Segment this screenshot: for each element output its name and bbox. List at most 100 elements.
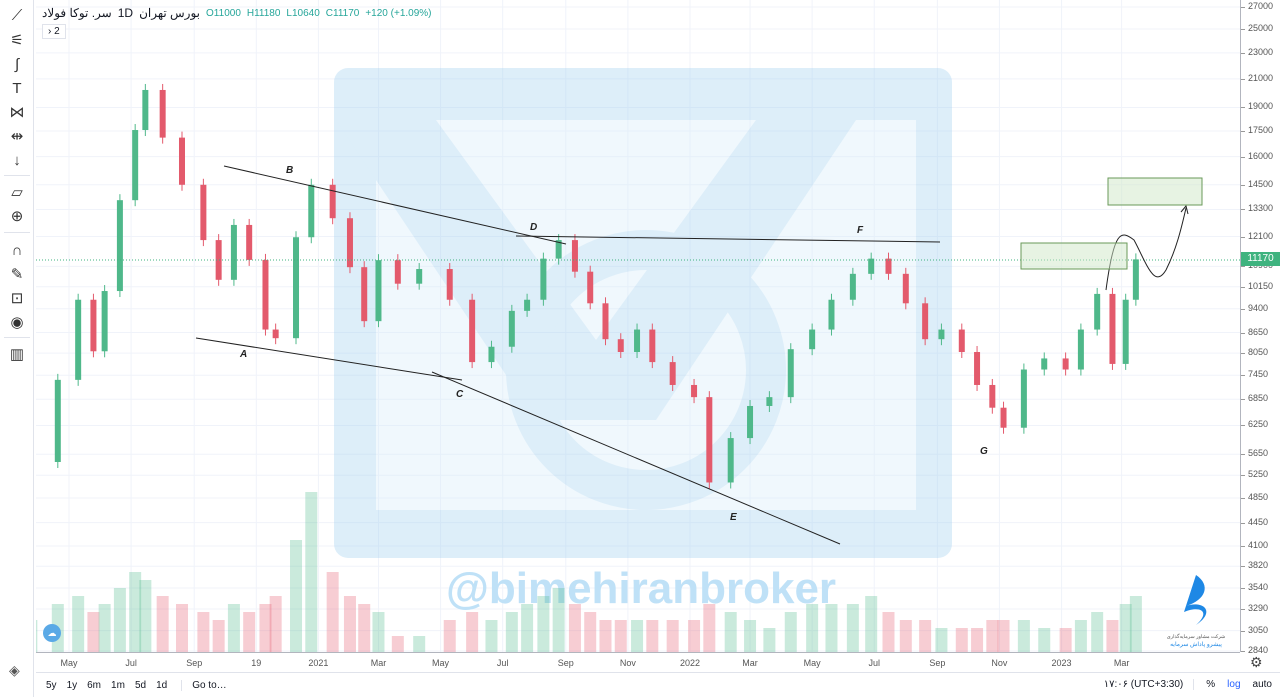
prediction-icon[interactable]: ⇹: [10, 128, 24, 145]
eye-icon[interactable]: ◉: [10, 314, 24, 331]
candle: [142, 89, 149, 131]
volume-bar: [568, 604, 581, 652]
ruler-icon[interactable]: ▱: [11, 184, 23, 201]
price-tick: 2840: [1240, 645, 1269, 655]
candle: [178, 137, 185, 185]
cloud-icon[interactable]: ☁: [43, 624, 61, 642]
percent-toggle[interactable]: %: [1206, 679, 1216, 690]
symbol-legend: سر. توکا فولاد 1D بورس تهران O11000 H111…: [42, 6, 432, 20]
label-c: C: [456, 389, 464, 400]
range-1m[interactable]: 1m: [111, 679, 125, 691]
candle: [706, 397, 713, 483]
trend-line-b-d: [223, 165, 567, 245]
trend-line-icon[interactable]: ⟋: [11, 7, 23, 24]
goto-button[interactable]: Go to…: [181, 679, 227, 691]
log-toggle[interactable]: log: [1227, 679, 1241, 690]
range-1d[interactable]: 1d: [156, 679, 168, 691]
candle: [809, 329, 816, 350]
volume-bar: [688, 620, 701, 652]
lock-drawing-icon[interactable]: ✎: [10, 266, 24, 283]
interval[interactable]: 1D: [117, 6, 134, 20]
price-series: [54, 83, 1139, 489]
candle: [394, 260, 401, 284]
volume-bar: [72, 596, 85, 652]
zone-box-target[interactable]: [1107, 177, 1203, 206]
candle: [1132, 259, 1139, 300]
candle: [974, 351, 981, 385]
symbol-name[interactable]: سر. توکا فولاد: [42, 6, 112, 20]
clock[interactable]: ۱۷:۰۶ (UTC+3:30): [1104, 679, 1195, 690]
volume-bar: [466, 612, 479, 652]
zone-box-current[interactable]: [1020, 242, 1128, 270]
candle: [1109, 293, 1116, 364]
close-value: C11170: [325, 7, 360, 19]
range-5y[interactable]: 5y: [46, 679, 57, 691]
volume-bar: [227, 604, 240, 652]
volume-bar: [882, 612, 895, 652]
candle: [293, 237, 300, 339]
label-e: E: [730, 512, 737, 523]
candle: [1041, 358, 1048, 370]
candle: [849, 273, 856, 300]
candle: [766, 397, 773, 406]
indicators-collapse-button[interactable]: › 2: [42, 24, 66, 39]
label-d: D: [530, 222, 537, 233]
candle: [922, 303, 929, 340]
candle: [159, 89, 166, 138]
lock-icon[interactable]: ⊡: [10, 290, 24, 307]
time-tick: Mar: [370, 658, 387, 668]
price-tick: 23000: [1240, 46, 1274, 57]
chart-pane[interactable]: @bimehiranbroker A B C D E F G شرکت مشاو…: [36, 0, 1240, 652]
volume-bar: [955, 628, 968, 652]
auto-toggle[interactable]: auto: [1252, 679, 1272, 690]
range-5d[interactable]: 5d: [134, 679, 147, 691]
candle: [215, 240, 222, 280]
label-a: A: [239, 349, 247, 360]
last-price-label: 11170: [1241, 252, 1280, 266]
brush-icon[interactable]: ∫: [14, 56, 20, 73]
price-tick: 14500: [1240, 178, 1274, 189]
trash-icon[interactable]: ▥: [9, 346, 25, 363]
range-1y[interactable]: 1y: [66, 679, 78, 691]
volume-bar: [505, 612, 518, 652]
volume-bar: [599, 620, 612, 652]
candle: [446, 269, 453, 300]
price-tick: 3820: [1240, 560, 1269, 571]
candle: [375, 260, 382, 322]
settings-gear-icon[interactable]: ⚙: [1250, 654, 1263, 670]
arrow-down-icon[interactable]: ↓: [13, 152, 21, 169]
fib-icon[interactable]: ⚟: [10, 32, 24, 49]
open-value: O11000: [206, 7, 241, 19]
volume-bar: [631, 620, 644, 652]
candle: [488, 346, 495, 363]
candle: [617, 339, 624, 352]
candle: [361, 267, 368, 322]
svg-text:پیشرو پاداش سرمایه: پیشرو پاداش سرمایه: [1170, 641, 1222, 648]
volume-bar: [1091, 612, 1104, 652]
layers-icon[interactable]: ◈: [9, 662, 20, 678]
pattern-icon[interactable]: ⋈: [9, 104, 25, 121]
volume-bar: [1017, 620, 1030, 652]
label-f: F: [857, 225, 864, 236]
time-axis[interactable]: May Jul Sep 19 2021 Mar May Jul Sep Nov 2022 Mar May…: [36, 652, 1240, 672]
time-tick: 2022: [679, 658, 700, 668]
candle: [75, 299, 82, 380]
text-icon[interactable]: T: [12, 80, 22, 97]
volume-bar: [98, 604, 111, 652]
range-6m[interactable]: 6m: [87, 679, 102, 691]
volume-bar: [290, 540, 303, 652]
volume-bar: [243, 612, 256, 652]
trend-lines[interactable]: [195, 165, 1189, 545]
candle: [1077, 329, 1084, 370]
price-tick: 8050: [1240, 347, 1269, 358]
candle: [346, 218, 353, 268]
magnet-icon[interactable]: ∩: [11, 242, 23, 259]
chart-canvas[interactable]: @bimehiranbroker A B C D E F G شرکت مشاو…: [36, 0, 1240, 652]
price-axis[interactable]: 27000 25000 23000 21000 19000 17500 16000 14500…: [1240, 0, 1280, 655]
candle: [272, 329, 279, 339]
volume-bar: [1129, 596, 1142, 652]
candle: [691, 384, 698, 398]
volume-bar: [156, 596, 169, 652]
projection-path: [1105, 207, 1187, 291]
zoom-in-icon[interactable]: ⊕: [10, 208, 24, 225]
